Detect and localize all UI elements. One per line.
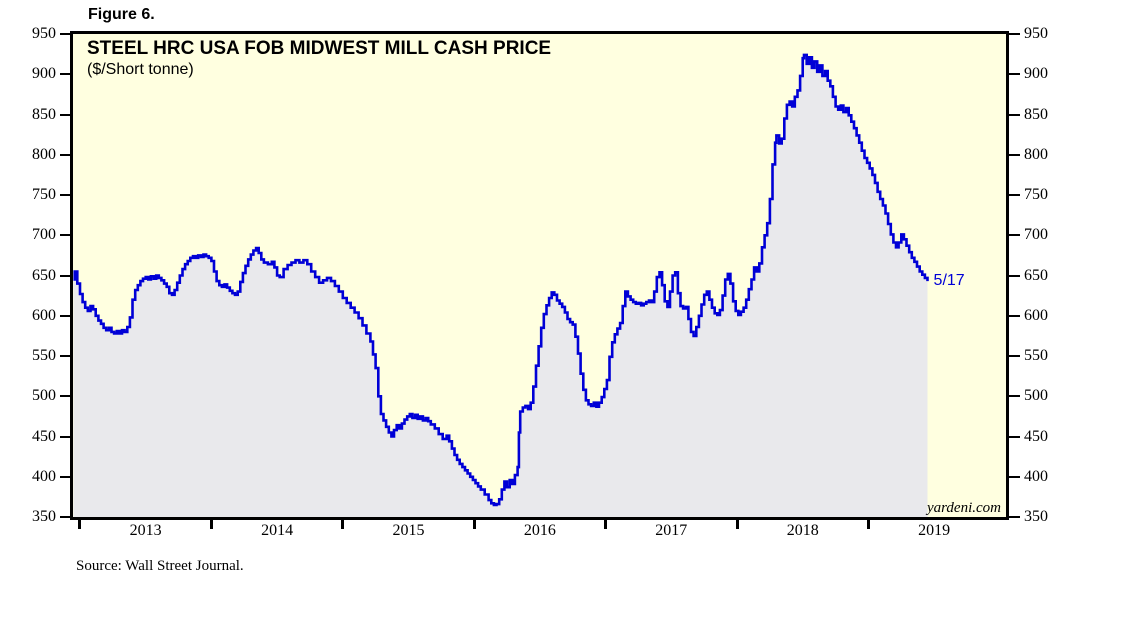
x-axis-tick <box>604 520 608 529</box>
y-axis-label-right: 800 <box>1024 145 1048 163</box>
y-axis-tick-left <box>60 33 71 35</box>
y-axis-label-left: 700 <box>32 226 56 244</box>
y-axis-tick-left <box>60 314 71 317</box>
y-axis-tick-left <box>60 516 71 518</box>
price-area <box>73 54 928 517</box>
y-axis-label-right: 550 <box>1024 347 1048 364</box>
y-axis-tick-left <box>60 395 71 398</box>
y-axis-tick-right <box>1009 355 1020 357</box>
y-axis-tick-left <box>60 355 71 357</box>
y-axis-tick-right <box>1009 435 1020 438</box>
y-axis-label-right: 750 <box>1024 186 1048 203</box>
x-axis-label: 2019 <box>918 522 951 539</box>
chart-subtitle: ($/Short tonne) <box>87 61 194 78</box>
plot-frame: STEEL HRC USA FOB MIDWEST MILL CASH PRIC… <box>70 31 1009 520</box>
y-axis-tick-right <box>1009 194 1020 196</box>
y-axis-label-right: 700 <box>1024 226 1048 244</box>
figure-label: Figure 6. <box>88 6 155 23</box>
x-axis-tick <box>735 520 739 529</box>
y-axis-tick-right <box>1009 314 1020 317</box>
y-axis-label-left: 650 <box>32 266 56 284</box>
y-axis-label-left: 900 <box>32 65 56 83</box>
y-axis-label-right: 600 <box>1024 306 1048 324</box>
y-axis-label-left: 550 <box>32 347 56 364</box>
y-axis-tick-right <box>1009 274 1020 277</box>
x-axis-tick <box>472 520 476 529</box>
y-axis-tick-left <box>60 73 71 76</box>
y-axis-tick-left <box>60 153 71 156</box>
y-axis-tick-right <box>1009 113 1020 116</box>
x-axis-label: 2015 <box>392 522 425 539</box>
chart-title: STEEL HRC USA FOB MIDWEST MILL CASH PRIC… <box>87 38 552 59</box>
y-axis-tick-left <box>60 435 71 438</box>
x-axis-label: 2018 <box>786 522 819 539</box>
y-axis-label-left: 350 <box>32 508 56 525</box>
y-axis-tick-left <box>60 194 71 196</box>
y-axis-tick-left <box>60 475 71 478</box>
y-axis-label-left: 400 <box>32 467 56 485</box>
price-line-chart <box>73 53 929 517</box>
y-axis-label-right: 650 <box>1024 266 1048 284</box>
y-axis-label-right: 400 <box>1024 467 1048 485</box>
y-axis-label-right: 850 <box>1024 105 1048 123</box>
y-axis-label-left: 450 <box>32 427 56 445</box>
y-axis-label-left: 750 <box>32 186 56 203</box>
x-axis-tick <box>209 520 213 529</box>
x-axis-label: 2016 <box>523 522 556 539</box>
y-axis-tick-right <box>1009 153 1020 156</box>
y-axis-label-left: 950 <box>32 25 56 42</box>
y-axis-tick-right <box>1009 516 1020 518</box>
y-axis-tick-right <box>1009 73 1020 76</box>
x-axis-label: 2013 <box>129 522 162 539</box>
source-note: Source: Wall Street Journal. <box>76 558 244 574</box>
y-axis-tick-right <box>1009 234 1020 237</box>
y-axis-label-left: 600 <box>32 306 56 324</box>
y-axis-tick-right <box>1009 475 1020 478</box>
y-axis-tick-right <box>1009 395 1020 398</box>
x-axis-label: 2014 <box>261 522 294 539</box>
y-axis-tick-left <box>60 274 71 277</box>
x-axis-tick <box>341 520 345 529</box>
y-axis-label-right: 350 <box>1024 508 1048 525</box>
y-axis-label-right: 450 <box>1024 427 1048 445</box>
y-axis-label-right: 950 <box>1024 25 1048 42</box>
x-axis-tick <box>866 520 870 529</box>
x-axis-tick <box>78 520 82 529</box>
price-line <box>73 53 929 507</box>
y-axis-tick-left <box>60 234 71 237</box>
y-axis-tick-left <box>60 113 71 116</box>
y-axis-label-right: 900 <box>1024 65 1048 83</box>
last-point-annotation: 5/17 <box>933 272 965 290</box>
y-axis-label-right: 500 <box>1024 387 1048 405</box>
watermark: yardeni.com <box>926 500 1001 516</box>
y-axis-label-left: 800 <box>32 145 56 163</box>
y-axis-label-left: 850 <box>32 105 56 123</box>
x-axis-label: 2017 <box>655 522 688 539</box>
y-axis-tick-right <box>1009 33 1020 35</box>
y-axis-label-left: 500 <box>32 387 56 405</box>
